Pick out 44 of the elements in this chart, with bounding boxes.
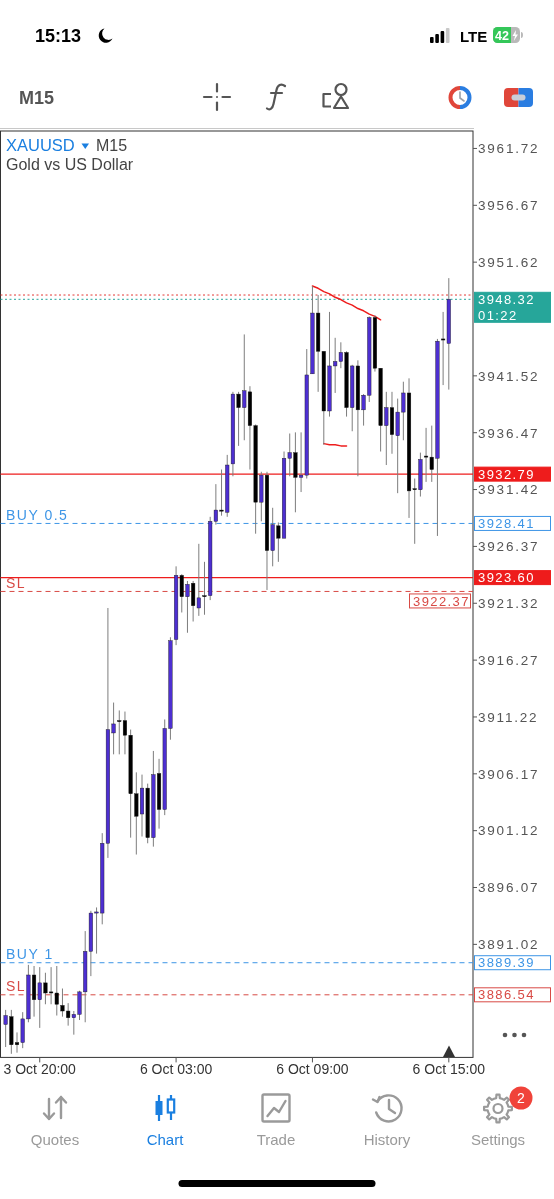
text: Quotes [30,1131,80,1148]
chart-title: XAUUSD [6,136,75,154]
x-tick-label: 6 Oct 03:00 [139,1061,213,1077]
text: Settings [470,1131,526,1148]
annotation: M15 [96,137,128,154]
ref-line-label: 3948.32 [478,291,535,307]
text: Trade [256,1131,296,1148]
text: Gold vs US Dollar [6,156,134,173]
x-tick-label: 6 Oct 15:00 [412,1061,486,1077]
annotation: BUY 1 [6,945,54,962]
x-tick-label: 3 Oct 20:00 [3,1061,77,1077]
y-tick-label: 3941.52 [478,368,540,384]
y-tick-label: 3926.37 [478,539,540,555]
annotation: BUY 0.5 [6,506,69,523]
ref-line-label: 3923.60 [478,570,535,586]
y-tick-label: 3956.67 [478,198,540,214]
text: 15:13 [35,26,82,46]
y-tick-label: 3916.27 [478,652,540,668]
annotation: SL [6,978,27,995]
y-tick-label: 3906.17 [478,766,540,782]
text: History [363,1131,411,1148]
ref-line-label: 3922.37 [413,593,470,609]
text: Chart [146,1131,185,1148]
y-tick-label: 3951.62 [478,254,540,270]
y-tick-label: 3961.72 [478,141,540,157]
ref-line-label: 3889.39 [478,955,535,971]
y-tick-label: 3936.47 [478,425,540,441]
x-tick-label: 6 Oct 09:00 [276,1061,349,1077]
ref-line-label: 3928.41 [478,516,535,532]
annotation: SL [6,574,27,591]
y-tick-label: 3911.22 [478,709,539,725]
ref-line-label: 3886.54 [478,987,535,1003]
text: LTE [460,27,488,45]
y-tick-label: 3901.12 [478,823,540,839]
text: 01:22 [478,307,518,323]
y-tick-label: 3891.02 [478,937,540,953]
y-tick-label: 3921.32 [478,596,540,612]
y-tick-label: 3931.42 [478,482,540,498]
y-tick-label: 3896.07 [478,880,540,896]
text: 42 [495,28,509,43]
text: 2 [517,1090,526,1106]
ref-line-label: 3932.79 [478,466,535,482]
text: M15 [19,88,55,108]
line-series [311,285,382,321]
